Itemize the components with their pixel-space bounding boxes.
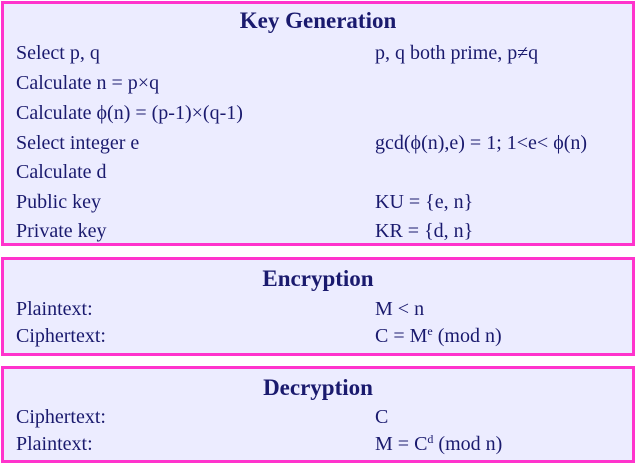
decryption-formula-base: M = C (375, 433, 428, 455)
decryption-formula-tail: (mod n) (433, 433, 503, 455)
keygen-label: Calculate d (16, 161, 107, 183)
encryption-formula-tail: (mod n) (432, 325, 502, 347)
encryption-row-ciphertext: Ciphertext: C = Me (mod n) (4, 322, 632, 350)
keygen-value: KR = {d, n} (375, 220, 474, 242)
decryption-row-ciphertext: Ciphertext: C (4, 403, 632, 431)
decryption-title: Decryption (263, 375, 373, 400)
keygen-row-select-e: Select integer e gcd(ϕ(n),e) = 1; 1<e< ϕ… (4, 129, 632, 157)
decryption-row-plaintext: Plaintext: M = Cd (mod n) (4, 430, 632, 458)
decryption-label: Ciphertext: (16, 406, 106, 428)
keygen-label: Select p, q (16, 42, 100, 64)
keygen-label: Private key (16, 220, 107, 242)
encryption-panel: Encryption Plaintext: M < n Ciphertext: … (1, 257, 635, 356)
keygen-label: Public key (16, 191, 101, 213)
keygen-label: Calculate ϕ(n) = (p-1)×(q-1) (16, 102, 243, 124)
key-generation-title: Key Generation (239, 8, 397, 33)
keygen-label: Calculate n = p×q (16, 72, 160, 94)
key-generation-panel: Key Generation Select p, q p, q both pri… (1, 1, 635, 246)
encryption-exponent: e (427, 324, 433, 338)
encryption-value: M < n (375, 298, 425, 320)
decryption-formula: M = Cd (mod n) (375, 430, 502, 458)
encryption-formula: C = Me (mod n) (375, 322, 502, 350)
keygen-label: Select integer e (16, 132, 140, 154)
keygen-value: KU = {e, n} (375, 191, 474, 213)
encryption-formula-base: C = M (375, 325, 428, 347)
keygen-row-private-key: Private key KR = {d, n} (4, 217, 632, 245)
keygen-row-public-key: Public key KU = {e, n} (4, 188, 632, 216)
encryption-label: Ciphertext: (16, 325, 106, 347)
keygen-row-calc-phi: Calculate ϕ(n) = (p-1)×(q-1) (4, 99, 632, 127)
decryption-panel: Decryption Ciphertext: C Plaintext: M = … (1, 366, 635, 463)
encryption-label: Plaintext: (16, 298, 93, 320)
encryption-row-plaintext: Plaintext: M < n (4, 295, 632, 323)
decryption-value: C (375, 406, 389, 428)
encryption-title: Encryption (262, 266, 374, 291)
decryption-exponent: d (427, 432, 434, 446)
keygen-value: p, q both prime, p≠q (375, 42, 539, 64)
decryption-label: Plaintext: (16, 433, 93, 455)
keygen-value: gcd(ϕ(n),e) = 1; 1<e< ϕ(n) (375, 132, 588, 154)
keygen-row-select-pq: Select p, q p, q both prime, p≠q (4, 39, 632, 67)
keygen-row-calc-d: Calculate d (4, 158, 632, 186)
keygen-row-calc-n: Calculate n = p×q (4, 69, 632, 97)
